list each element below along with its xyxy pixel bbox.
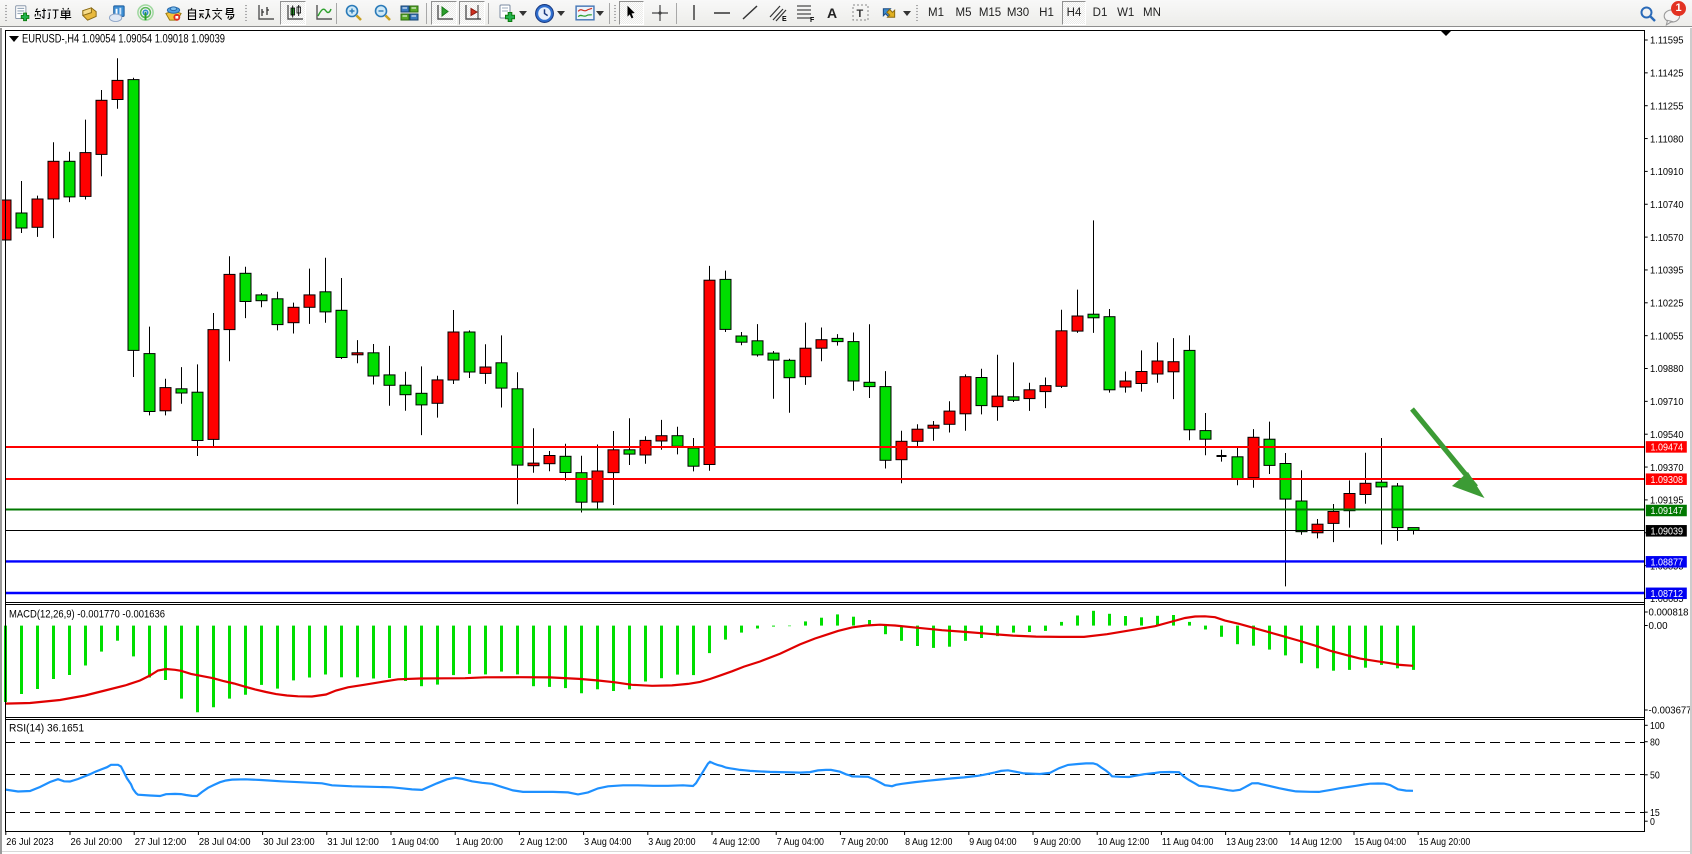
svg-text:30 Jul 23:00: 30 Jul 23:00: [263, 836, 315, 848]
svg-text:26 Jul 20:00: 26 Jul 20:00: [71, 836, 123, 848]
svg-text:1.09370: 1.09370: [1650, 462, 1684, 474]
svg-text:1.09474: 1.09474: [1651, 442, 1684, 454]
svg-text:15: 15: [1650, 807, 1660, 819]
svg-text:15 Aug 04:00: 15 Aug 04:00: [1355, 836, 1407, 848]
svg-text:1.10395: 1.10395: [1650, 265, 1684, 277]
svg-text:MACD(12,26,9) -0.001770 -0.001: MACD(12,26,9) -0.001770 -0.001636: [9, 609, 165, 621]
svg-text:8 Aug 12:00: 8 Aug 12:00: [905, 836, 952, 848]
svg-text:26 Jul 2023: 26 Jul 2023: [6, 836, 53, 848]
svg-text:1.09308: 1.09308: [1651, 474, 1684, 486]
svg-text:28 Jul 04:00: 28 Jul 04:00: [199, 836, 251, 848]
svg-text:1.10570: 1.10570: [1650, 232, 1684, 244]
svg-text:1.10055: 1.10055: [1650, 330, 1684, 342]
svg-text:10 Aug 12:00: 10 Aug 12:00: [1098, 836, 1150, 848]
svg-text:1.09710: 1.09710: [1650, 396, 1684, 408]
svg-text:2 Aug 12:00: 2 Aug 12:00: [520, 836, 567, 848]
svg-text:1.09147: 1.09147: [1651, 505, 1684, 517]
svg-text:100: 100: [1650, 720, 1665, 732]
svg-text:1.09195: 1.09195: [1650, 495, 1684, 507]
svg-text:1 Aug 20:00: 1 Aug 20:00: [456, 836, 503, 848]
svg-text:1.11080: 1.11080: [1650, 133, 1684, 145]
svg-text:1.09039: 1.09039: [1651, 526, 1684, 538]
svg-text:13 Aug 23:00: 13 Aug 23:00: [1226, 836, 1278, 848]
svg-text:1.10740: 1.10740: [1650, 199, 1684, 211]
svg-text:3 Aug 04:00: 3 Aug 04:00: [584, 836, 631, 848]
svg-text:1.08877: 1.08877: [1651, 557, 1684, 569]
svg-text:1.09880: 1.09880: [1650, 363, 1684, 375]
svg-text:1.09540: 1.09540: [1650, 429, 1684, 441]
svg-text:3 Aug 20:00: 3 Aug 20:00: [648, 836, 695, 848]
svg-text:1.11595: 1.11595: [1650, 35, 1684, 47]
svg-text:F: F: [810, 17, 815, 23]
svg-text:1.11255: 1.11255: [1650, 100, 1684, 112]
svg-text:1.08712: 1.08712: [1651, 588, 1684, 600]
svg-text:E: E: [782, 16, 787, 23]
svg-text:1.10910: 1.10910: [1650, 166, 1684, 178]
svg-text:9 Aug 04:00: 9 Aug 04:00: [969, 836, 1016, 848]
svg-text:11 Aug 04:00: 11 Aug 04:00: [1162, 836, 1214, 848]
svg-text:0: 0: [1650, 816, 1655, 828]
svg-text:0.00: 0.00: [1649, 620, 1668, 632]
svg-text:50: 50: [1650, 770, 1660, 782]
svg-text:T: T: [857, 8, 864, 20]
svg-text:1 Aug 04:00: 1 Aug 04:00: [392, 836, 439, 848]
svg-text:EURUSD-,H4 1.09054 1.09054 1.: EURUSD-,H4 1.09054 1.09054 1.09018 1.090…: [22, 34, 225, 46]
svg-text:27 Jul 12:00: 27 Jul 12:00: [135, 836, 187, 848]
svg-text:15 Aug 20:00: 15 Aug 20:00: [1419, 836, 1471, 848]
svg-text:-0.003677: -0.003677: [1649, 705, 1692, 717]
svg-text:9 Aug 20:00: 9 Aug 20:00: [1034, 836, 1081, 848]
svg-text:7 Aug 04:00: 7 Aug 04:00: [777, 836, 824, 848]
svg-text:4 Aug 12:00: 4 Aug 12:00: [713, 836, 760, 848]
svg-text:RSI(14) 36.1651: RSI(14) 36.1651: [9, 723, 84, 735]
svg-text:1.11425: 1.11425: [1650, 68, 1684, 80]
svg-text:7 Aug 20:00: 7 Aug 20:00: [841, 836, 888, 848]
svg-text:1.10225: 1.10225: [1650, 298, 1684, 310]
svg-text:0.000818: 0.000818: [1649, 607, 1689, 619]
svg-text:80: 80: [1650, 736, 1660, 748]
svg-text:31 Jul 12:00: 31 Jul 12:00: [327, 836, 379, 848]
svg-text:14 Aug 12:00: 14 Aug 12:00: [1290, 836, 1342, 848]
